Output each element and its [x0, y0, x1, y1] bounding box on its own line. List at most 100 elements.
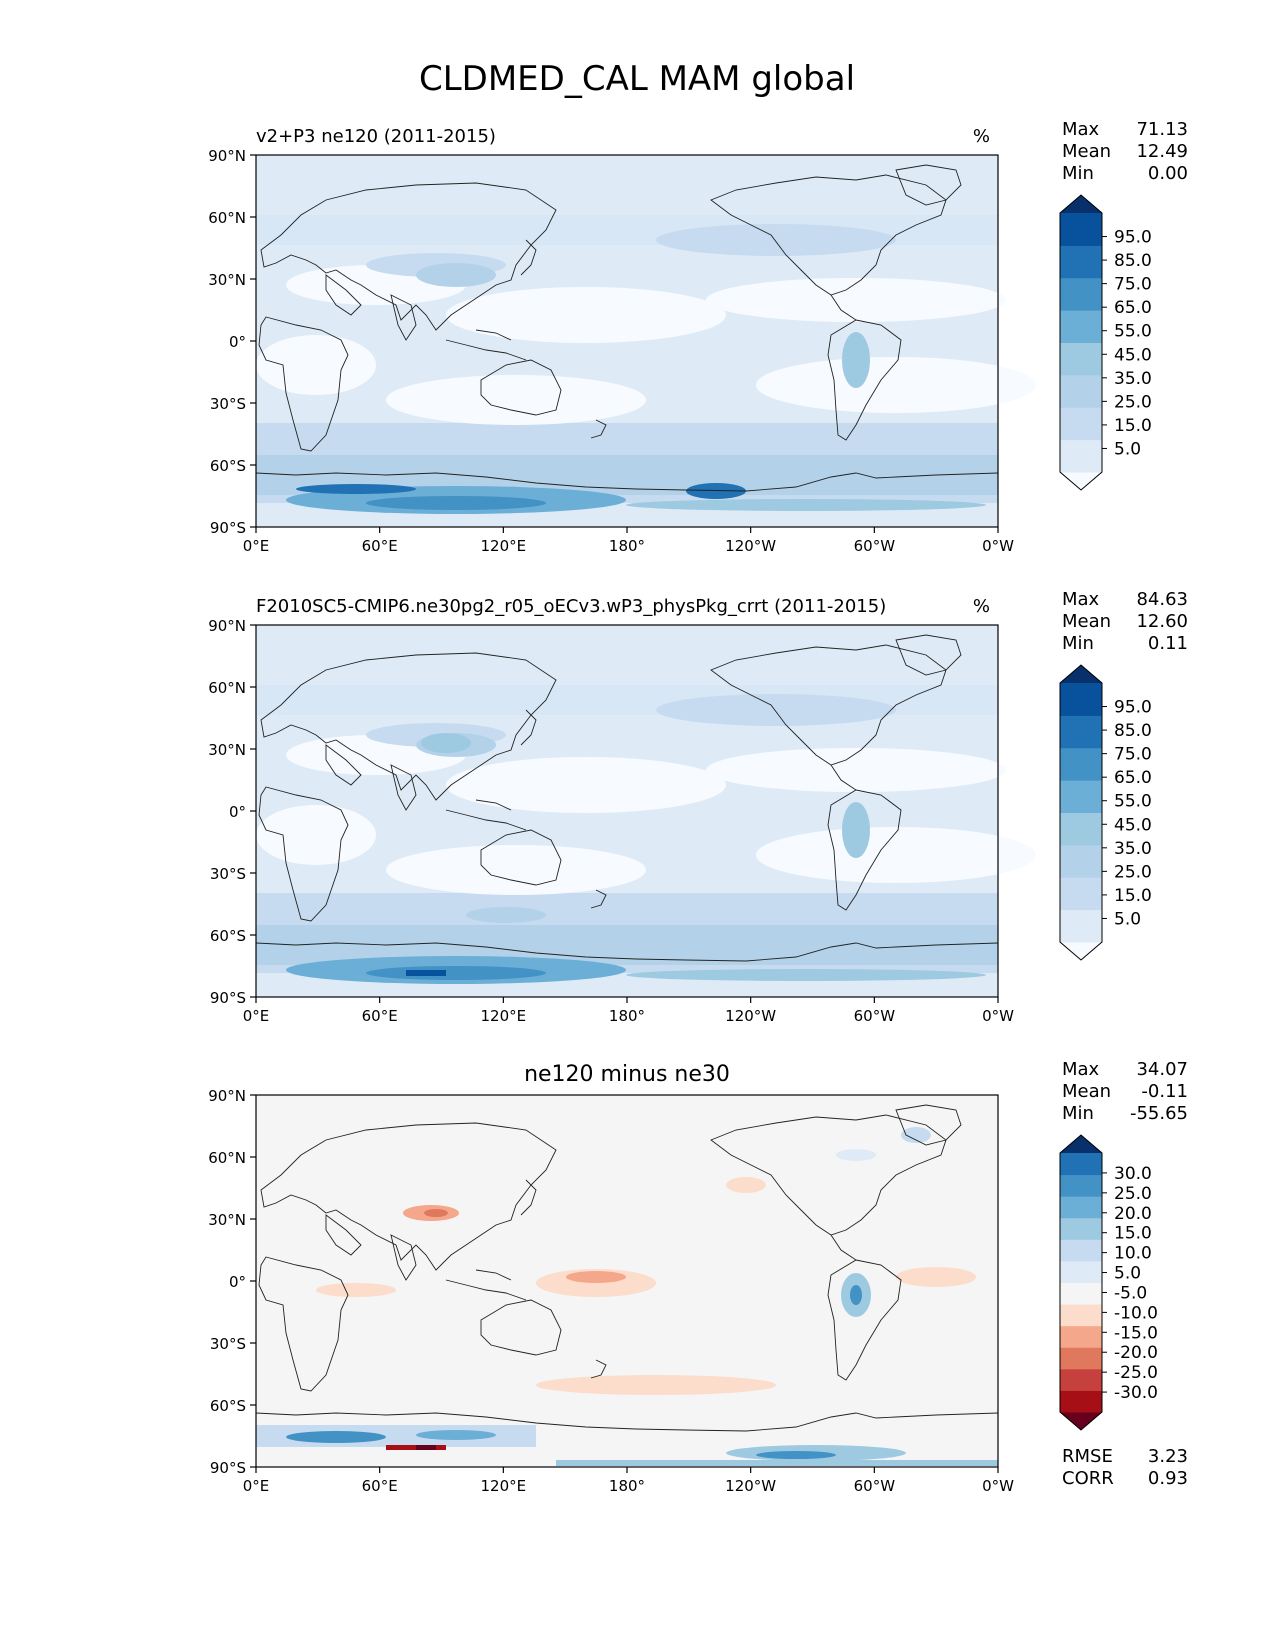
- figure-title: CLDMED_CAL MAM global: [419, 59, 855, 99]
- stat-min-label: Min: [1062, 1103, 1094, 1124]
- lat-tick-label: 60°N: [208, 679, 246, 697]
- stat-max-label: Max: [1062, 119, 1100, 140]
- panel-2-colorbar: 95.0 85.0 75.0 65.0 55.0 45.0 35.0 25.0 15.0 5.0: [1059, 664, 1152, 961]
- panel-1-title: v2+P3 ne120 (2011-2015): [256, 126, 496, 147]
- colorbar-band: [1060, 780, 1102, 813]
- colorbar-outline: [1059, 1134, 1103, 1431]
- lon-tick-label: 180°: [609, 1007, 645, 1025]
- lat-tick-label: 60°S: [210, 927, 246, 945]
- colorbar-band: [1060, 1304, 1102, 1327]
- colorbar-band: [1060, 1239, 1102, 1262]
- colorbar-tick-label: -5.0: [1114, 1283, 1147, 1303]
- lat-tick-label: 0°: [229, 333, 246, 351]
- colorbar-tick-label: -30.0: [1114, 1383, 1158, 1403]
- colorbar-tick-label: -20.0: [1114, 1343, 1158, 1363]
- colorbar-tick-label: -25.0: [1114, 1363, 1158, 1383]
- colorbar-band: [1060, 277, 1102, 311]
- lon-tick-label: 0°W: [982, 1477, 1014, 1495]
- stat-max-label: Max: [1062, 589, 1100, 610]
- colorbar-band: [1060, 909, 1102, 943]
- panel-1-units: %: [973, 126, 990, 147]
- rmse-label: RMSE: [1062, 1446, 1113, 1467]
- stat-mean-value: -0.11: [1141, 1081, 1188, 1102]
- rmse-value: 3.23: [1148, 1446, 1188, 1467]
- panel-2: F2010SC5-CMIP6.ne30pg2_r05_oECv3.wP3_phy…: [208, 589, 1188, 1025]
- colorbar-band: [1060, 407, 1102, 441]
- colorbar-tick-label: 15.0: [1114, 1224, 1152, 1244]
- stat-max-value: 84.63: [1136, 589, 1188, 610]
- lon-tick-label: 120°E: [481, 1007, 527, 1025]
- stat-mean-value: 12.60: [1136, 611, 1188, 632]
- lat-tick-label: 30°N: [208, 741, 246, 759]
- colorbar-band: [1060, 1260, 1102, 1283]
- colorbar-band: [1060, 1196, 1102, 1219]
- panel-2-title: F2010SC5-CMIP6.ne30pg2_r05_oECv3.wP3_phy…: [256, 596, 886, 617]
- colorbar-tick-label: 75.0: [1114, 275, 1152, 295]
- colorbar-outline: [1059, 194, 1103, 491]
- colorbar-band: [1060, 310, 1102, 343]
- lat-tick-label: 90°S: [210, 519, 246, 537]
- colorbar-band: [1060, 1325, 1102, 1348]
- colorbar-extend-min: [1060, 472, 1102, 490]
- lon-tick-label: 0°E: [243, 537, 270, 555]
- colorbar-tick-label: 15.0: [1114, 886, 1152, 906]
- colorbar-band: [1060, 1174, 1102, 1197]
- colorbar-band: [1060, 1282, 1102, 1305]
- stat-min-value: -55.65: [1130, 1103, 1188, 1124]
- colorbar-tick-label: -10.0: [1114, 1303, 1158, 1323]
- colorbar-tick-label: 45.0: [1114, 815, 1152, 835]
- panel-3-stats: Max 34.07 Mean -0.11 Min -55.65: [1062, 1059, 1188, 1124]
- colorbar-tick-label: 5.0: [1114, 439, 1141, 459]
- colorbar-tick-label: 45.0: [1114, 345, 1152, 365]
- colorbar-tick-label: 55.0: [1114, 792, 1152, 812]
- lat-tick-label: 60°S: [210, 457, 246, 475]
- colorbar-tick-label: 35.0: [1114, 839, 1152, 859]
- lat-tick-label: 30°S: [210, 395, 246, 413]
- colorbar-tick-label: 10.0: [1114, 1244, 1152, 1264]
- panel-3-metrics: RMSE 3.23 CORR 0.93: [1062, 1446, 1188, 1489]
- stat-mean-label: Mean: [1062, 611, 1111, 632]
- panel-1-stats: Max 71.13 Mean 12.49 Min 0.00: [1062, 119, 1188, 184]
- colorbar-tick-label: 35.0: [1114, 369, 1152, 389]
- colorbar-tick-label: 5.0: [1114, 1264, 1141, 1284]
- colorbar-tick-label: 65.0: [1114, 298, 1152, 318]
- colorbar-tick-label: 30.0: [1114, 1164, 1152, 1184]
- colorbar-band: [1060, 715, 1102, 749]
- colorbar-tick-label: 65.0: [1114, 768, 1152, 788]
- colorbar-tick-label: 15.0: [1114, 416, 1152, 436]
- colorbar-band: [1060, 245, 1102, 279]
- lon-tick-label: 180°: [609, 537, 645, 555]
- lat-tick-label: 30°S: [210, 1335, 246, 1353]
- lat-tick-label: 90°N: [208, 147, 246, 165]
- colorbar-tick-label: 95.0: [1114, 228, 1152, 248]
- colorbar-band: [1060, 812, 1102, 846]
- lat-tick-label: 60°N: [208, 1149, 246, 1167]
- stat-min-label: Min: [1062, 633, 1094, 654]
- colorbar-band: [1060, 342, 1102, 376]
- lon-tick-label: 60°E: [362, 537, 398, 555]
- panel-3-colorbar: 30.025.020.015.010.05.0-5.0-10.0-15.0-20…: [1059, 1134, 1158, 1431]
- lon-tick-label: 0°E: [243, 1477, 270, 1495]
- colorbar-band: [1060, 213, 1102, 246]
- colorbar-band: [1060, 374, 1102, 408]
- colorbar-extend-min: [1060, 1412, 1102, 1430]
- lon-tick-label: 60°W: [854, 1477, 896, 1495]
- lat-tick-label: 90°S: [210, 989, 246, 1007]
- lon-tick-label: 60°W: [854, 537, 896, 555]
- lat-tick-label: 90°S: [210, 1459, 246, 1477]
- corr-value: 0.93: [1148, 1468, 1188, 1489]
- lon-tick-label: 120°E: [481, 537, 527, 555]
- colorbar-tick-label: 85.0: [1114, 251, 1152, 271]
- lon-tick-label: 180°: [609, 1477, 645, 1495]
- panel-3-field: [256, 1127, 998, 1466]
- lon-tick-label: 60°E: [362, 1477, 398, 1495]
- lon-tick-label: 120°E: [481, 1477, 527, 1495]
- lat-tick-label: 60°N: [208, 209, 246, 227]
- colorbar-band: [1060, 844, 1102, 878]
- colorbar-band: [1060, 439, 1102, 473]
- lat-tick-label: 60°S: [210, 1397, 246, 1415]
- colorbar-band: [1060, 877, 1102, 911]
- colorbar-tick-label: 25.0: [1114, 1184, 1152, 1204]
- stat-mean-label: Mean: [1062, 1081, 1111, 1102]
